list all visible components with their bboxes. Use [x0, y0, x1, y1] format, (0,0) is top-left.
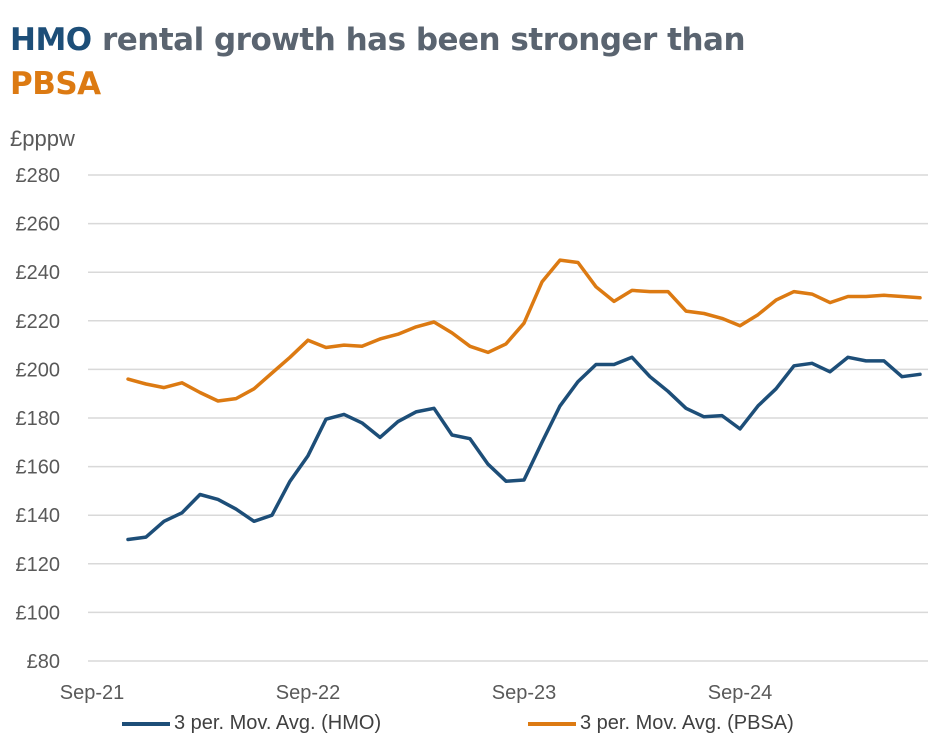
y-axis-ticks: £80 £100 £120 £140 £160 £180 £200 £220 £240 £260 £…	[16, 165, 61, 673]
y-tick-label: £280	[16, 165, 61, 187]
legend-label-pbsa: 3 per. Mov. Avg. (PBSA)	[580, 712, 794, 734]
x-tick-label: Sep-24	[708, 682, 773, 704]
y-tick-label: £260	[16, 214, 61, 236]
gridlines	[88, 174, 928, 662]
line-chart: £80 £100 £120 £140 £160 £180 £200 £220 £240 £260 £…	[16, 165, 928, 704]
y-axis-label: £pppw	[10, 126, 75, 151]
legend: 3 per. Mov. Avg. (HMO) 3 per. Mov. Avg. …	[0, 712, 940, 748]
chart-title: HMO rental growth has been stronger than…	[10, 18, 910, 106]
series-lines	[126, 258, 922, 542]
legend-item-pbsa: 3 per. Mov. Avg. (PBSA)	[528, 712, 794, 735]
y-tick-label: £200	[16, 359, 61, 381]
legend-label-hmo: 3 per. Mov. Avg. (HMO)	[174, 712, 382, 734]
series-line-hmo	[126, 355, 922, 542]
y-tick-label: £240	[16, 262, 61, 284]
x-tick-label: Sep-23	[492, 682, 557, 704]
legend-swatch-hmo	[122, 721, 170, 726]
title-hmo: HMO	[10, 22, 92, 58]
y-tick-label: £220	[16, 311, 61, 333]
y-tick-label: £80	[27, 651, 60, 673]
x-tick-label: Sep-21	[60, 682, 125, 704]
x-tick-label: Sep-22	[276, 682, 341, 704]
title-middle: rental growth has been stronger than	[91, 22, 746, 58]
y-tick-label: £180	[16, 408, 61, 430]
title-pbsa: PBSA	[10, 66, 101, 102]
y-tick-label: £140	[16, 505, 61, 527]
y-tick-label: £160	[16, 457, 61, 479]
legend-swatch-pbsa	[528, 721, 576, 726]
x-axis-ticks: Sep-21 Sep-22 Sep-23 Sep-24	[60, 682, 773, 704]
y-tick-label: £100	[16, 602, 61, 624]
legend-item-hmo: 3 per. Mov. Avg. (HMO)	[122, 712, 381, 735]
series-line-pbsa	[126, 258, 922, 403]
y-tick-label: £120	[16, 554, 61, 576]
